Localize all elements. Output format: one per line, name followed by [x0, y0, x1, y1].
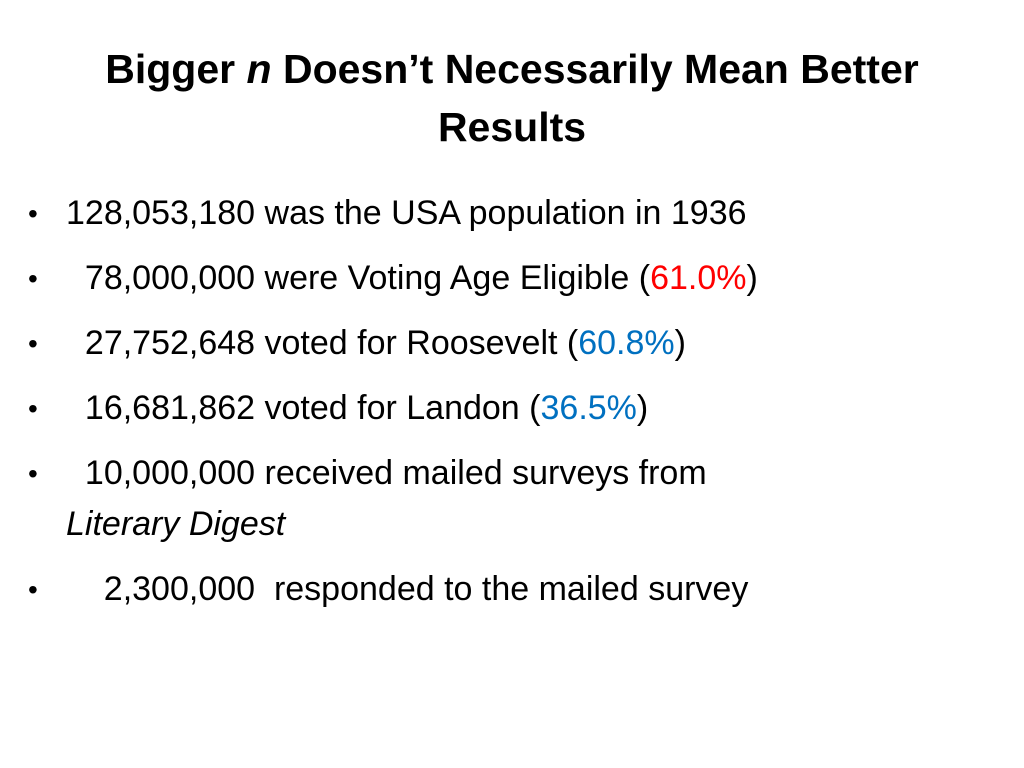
bullet-icon: •: [28, 328, 38, 359]
bullet-text: 27,752,648 voted for Roosevelt (: [84, 324, 579, 362]
bullet-icon: •: [28, 263, 38, 294]
title-italic-n: n: [246, 46, 272, 92]
bullet-trail: ): [674, 324, 686, 362]
percentage-landon: 36.5%: [540, 389, 637, 427]
title-line-2: Results: [437, 104, 587, 150]
percentage-voting-age: 61.0%: [650, 259, 747, 297]
percentage-roosevelt: 60.8%: [578, 324, 675, 362]
bullet-landon: • 16,681,862 voted for Landon (36.5%): [28, 383, 948, 434]
bullet-mailed-surveys: • 10,000,000 received mailed surveys fro…: [28, 448, 948, 550]
bullet-italic-source: Literary Digest: [66, 505, 286, 543]
bullet-population: • 128,053,180 was the USA population in …: [28, 188, 948, 239]
bullet-text: 10,000,000 received mailed surveys from: [84, 454, 707, 492]
title-part-1: Bigger: [105, 46, 247, 92]
bullet-icon: •: [28, 198, 38, 229]
title-part-2: Doesn’t Necessarily Mean Better: [271, 46, 919, 92]
bullet-text: 2,300,000 responded to the mailed survey: [103, 570, 749, 608]
bullet-voting-age: • 78,000,000 were Voting Age Eligible (6…: [28, 253, 948, 304]
bullet-icon: •: [28, 458, 38, 489]
bullet-responded: • 2,300,000 responded to the mailed surv…: [28, 564, 948, 615]
bullet-roosevelt: • 27,752,648 voted for Roosevelt (60.8%): [28, 318, 948, 369]
bullet-trail: ): [636, 389, 649, 427]
bullet-text: 78,000,000 were Voting Age Eligible (: [84, 259, 651, 297]
slide-title: Bigger n Doesn’t Necessarily Mean Better…: [40, 40, 984, 156]
bullet-text: 16,681,862 voted for Landon (: [84, 389, 541, 427]
bullet-icon: •: [28, 393, 38, 424]
bullet-icon: •: [28, 574, 38, 605]
bullet-text: 128,053,180 was the USA population in 19…: [66, 194, 747, 232]
bullet-list: • 128,053,180 was the USA population in …: [28, 188, 948, 629]
bullet-trail: ): [746, 259, 758, 297]
